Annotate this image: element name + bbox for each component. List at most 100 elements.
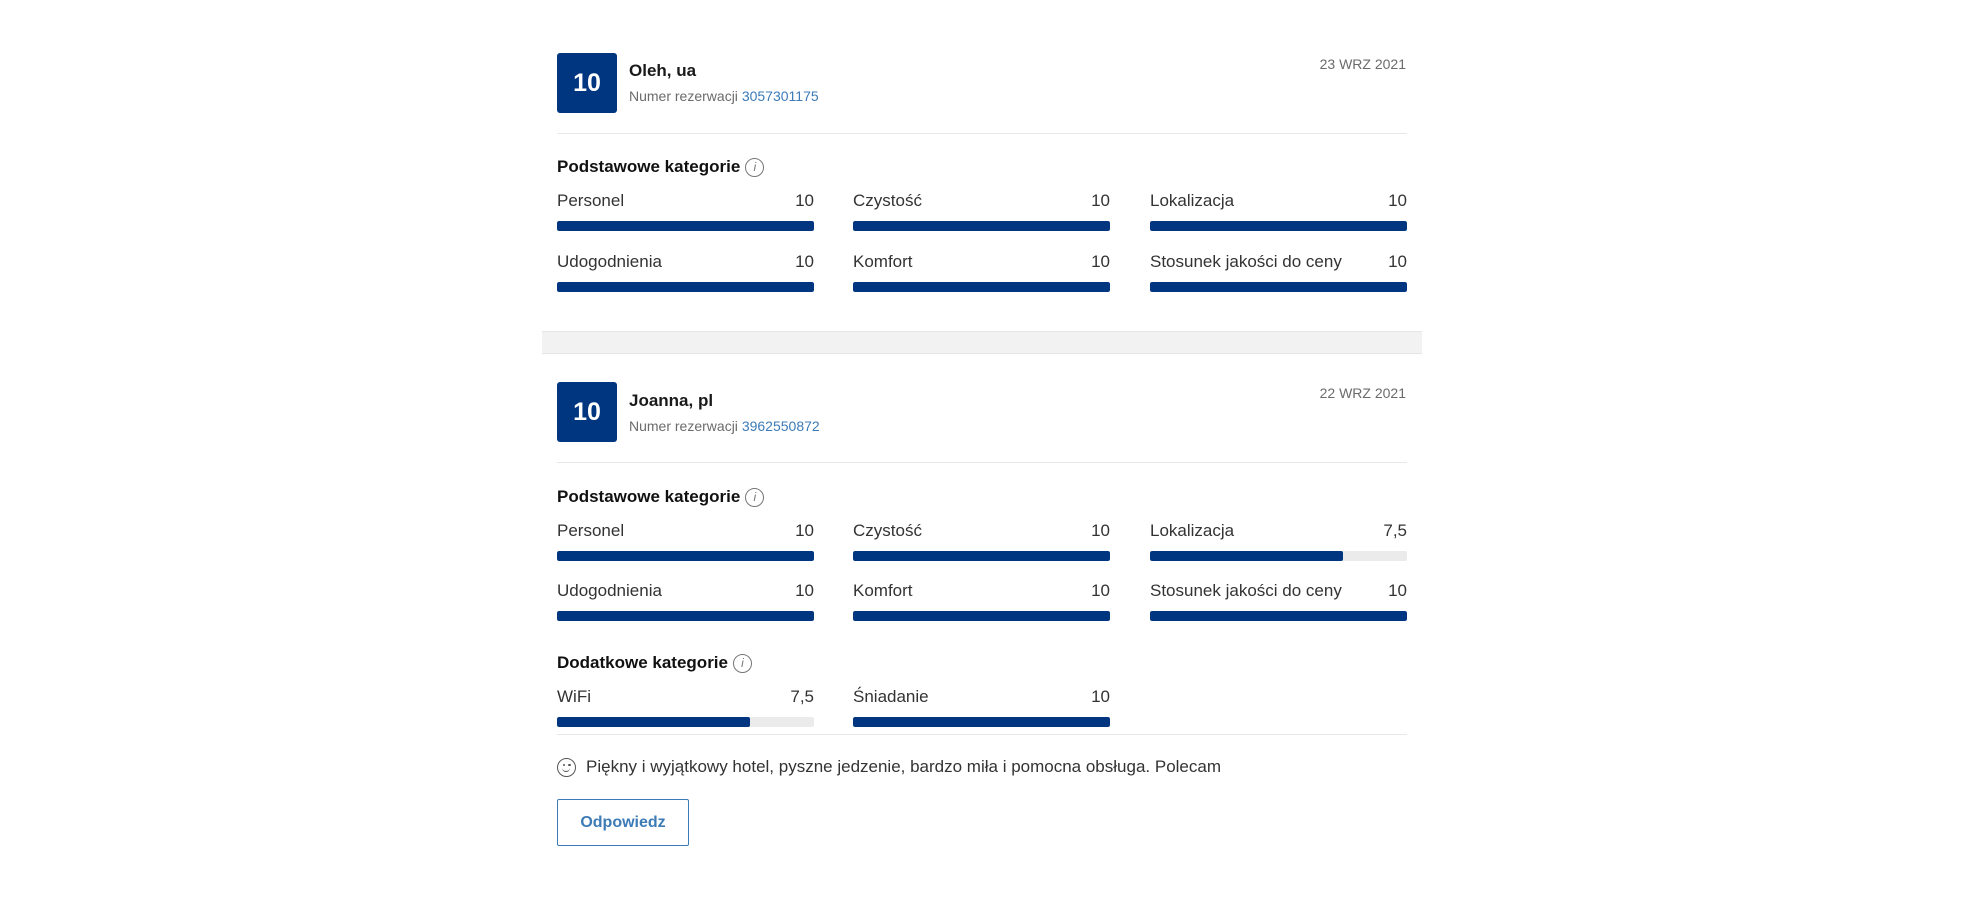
basic-categories-title: Podstawowe kategorie i	[557, 487, 765, 507]
info-icon[interactable]: i	[745, 157, 765, 177]
review-separator	[542, 331, 1422, 354]
category-score: Lokalizacja 10	[1150, 191, 1407, 231]
category-row: Stosunek jakości do ceny 10	[1150, 252, 1407, 274]
score-bar-track	[1150, 282, 1407, 292]
category-score: Czystość 10	[853, 191, 1110, 231]
category-label: Czystość	[853, 191, 922, 210]
category-label: Lokalizacja	[1150, 521, 1235, 540]
category-value: 10	[795, 521, 814, 540]
reviewer-name: Joanna, pl	[629, 391, 714, 410]
divider	[557, 462, 1407, 463]
category-row: Śniadanie 10	[853, 687, 1110, 709]
score-bar-fill	[853, 282, 1110, 292]
category-row: Udogodnienia 10	[557, 581, 814, 603]
score-bar-track	[1150, 611, 1407, 621]
category-row: Komfort 10	[853, 581, 1110, 603]
comment-text: Piękny i wyjątkowy hotel, pyszne jedzeni…	[586, 757, 1221, 776]
score-bar-track	[557, 611, 814, 621]
category-value: 10	[1388, 581, 1407, 600]
score-bar-track	[1150, 551, 1407, 561]
reply-button[interactable]: Odpowiedz	[557, 799, 689, 846]
category-score: Komfort 10	[853, 581, 1110, 621]
category-value: 10	[795, 191, 814, 210]
category-row: Udogodnienia 10	[557, 252, 814, 274]
score-bar-track	[557, 282, 814, 292]
score-bar-track	[853, 551, 1110, 561]
category-score: Czystość 10	[853, 521, 1110, 561]
score-bar-track	[557, 717, 814, 727]
score-bar-track	[853, 221, 1110, 231]
category-row: Lokalizacja 7,5	[1150, 521, 1407, 543]
score-bar-track	[1150, 221, 1407, 231]
category-row: Czystość 10	[853, 191, 1110, 213]
score-bar-track	[853, 282, 1110, 292]
category-score: Personel 10	[557, 191, 814, 231]
info-icon[interactable]: i	[745, 487, 765, 507]
category-value: 10	[795, 581, 814, 600]
info-icon[interactable]: i	[733, 653, 752, 673]
review-score-badge: 10	[557, 53, 617, 113]
category-label: Śniadanie	[853, 687, 929, 706]
extra-categories-title: Dodatkowe kategorie i	[557, 653, 752, 673]
category-row: Komfort 10	[853, 252, 1110, 274]
booking-label: Numer rezerwacji	[629, 88, 738, 104]
category-row: WiFi 7,5	[557, 687, 814, 709]
score-bar-fill	[1150, 221, 1407, 231]
category-score: Komfort 10	[853, 252, 1110, 292]
score-bar-fill	[853, 551, 1110, 561]
smiley-icon	[557, 757, 576, 777]
category-label: Lokalizacja	[1150, 191, 1235, 210]
category-label: WiFi	[557, 687, 591, 706]
booking-number-link[interactable]: 3057301175	[741, 88, 819, 104]
score-bar-track	[853, 611, 1110, 621]
review-score-badge: 10	[557, 382, 617, 442]
category-row: Personel 10	[557, 521, 814, 543]
score-bar-fill	[853, 221, 1110, 231]
category-value: 7,5	[1383, 521, 1407, 540]
category-label: Udogodnienia	[557, 252, 662, 271]
category-value: 10	[795, 252, 814, 271]
category-value: 10	[1091, 252, 1110, 271]
category-value: 10	[1388, 191, 1407, 210]
section-label: Dodatkowe kategorie	[557, 653, 728, 672]
reviewer-name: Oleh, ua	[629, 61, 697, 80]
score-bar-fill	[557, 717, 750, 727]
category-value: 10	[1388, 252, 1407, 271]
score-bar-fill	[1150, 282, 1407, 292]
review-comment: Piękny i wyjątkowy hotel, pyszne jedzeni…	[557, 757, 1221, 777]
category-score: Śniadanie 10	[853, 687, 1110, 727]
category-label: Personel	[557, 191, 625, 210]
category-score: WiFi 7,5	[557, 687, 814, 727]
score-bar-fill	[853, 611, 1110, 621]
category-row: Czystość 10	[853, 521, 1110, 543]
category-score: Stosunek jakości do ceny 10	[1150, 252, 1407, 292]
category-score: Lokalizacja 7,5	[1150, 521, 1407, 561]
category-value: 10	[1091, 191, 1110, 210]
category-score: Udogodnienia 10	[557, 252, 814, 292]
score-bar-track	[557, 551, 814, 561]
booking-number-link[interactable]: 3962550872	[741, 418, 820, 434]
category-label: Stosunek jakości do ceny	[1150, 252, 1342, 271]
divider	[557, 734, 1407, 735]
category-value: 10	[1091, 687, 1110, 706]
section-label: Podstawowe kategorie	[557, 157, 741, 176]
category-score: Personel 10	[557, 521, 814, 561]
category-label: Czystość	[853, 521, 922, 540]
category-score: Udogodnienia 10	[557, 581, 814, 621]
score-bar-fill	[557, 282, 814, 292]
divider	[557, 133, 1407, 134]
section-label: Podstawowe kategorie	[557, 487, 741, 506]
score-bar-track	[853, 717, 1110, 727]
booking-number: Numer rezerwacji 3962550872	[629, 418, 820, 434]
review-date: 23 WRZ 2021	[1319, 56, 1406, 72]
category-label: Stosunek jakości do ceny	[1150, 581, 1342, 600]
category-row: Personel 10	[557, 191, 814, 213]
score-bar-fill	[557, 551, 814, 561]
category-value: 10	[1091, 581, 1110, 600]
booking-number: Numer rezerwacji 3057301175	[629, 88, 819, 104]
score-bar-fill	[853, 717, 1110, 727]
review-date: 22 WRZ 2021	[1319, 385, 1406, 401]
category-label: Personel	[557, 521, 625, 540]
booking-label: Numer rezerwacji	[629, 418, 738, 434]
score-bar-track	[557, 221, 814, 231]
